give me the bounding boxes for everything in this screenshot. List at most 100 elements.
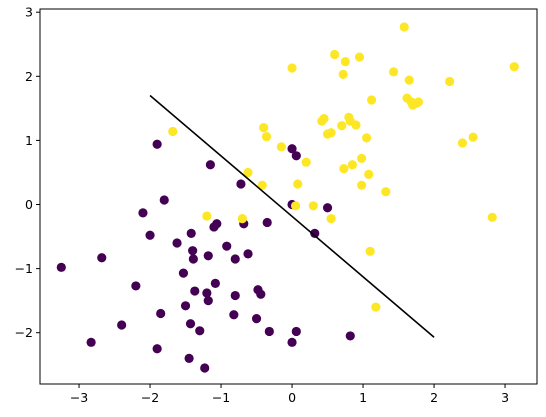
marks-layer: [56, 22, 519, 373]
point-class1-6: [261, 131, 272, 142]
point-class0-12: [178, 268, 189, 278]
y-tick-label: −2: [15, 325, 33, 340]
point-class0-23: [203, 251, 213, 261]
point-class1-3: [243, 167, 253, 178]
decision-boundary-line: [149, 94, 435, 338]
point-class0-14: [184, 353, 194, 363]
point-class0-30: [229, 310, 239, 320]
point-class1-45: [457, 138, 468, 148]
point-class1-44: [445, 76, 455, 87]
point-class1-35: [381, 187, 391, 197]
point-class0-11: [172, 238, 182, 248]
point-class1-16: [326, 214, 336, 224]
point-class0-6: [145, 230, 155, 240]
x-tick-label: −1: [212, 390, 230, 405]
point-class0-25: [205, 160, 215, 170]
point-class0-29: [222, 241, 232, 251]
point-class0-48: [345, 331, 355, 341]
y-tick-label: 3: [25, 5, 33, 20]
point-class0-38: [256, 289, 266, 299]
x-axis-ticks: −3 −2 −1 0 1 2 3: [70, 384, 509, 405]
point-class1-11: [301, 157, 311, 167]
point-class0-4: [131, 281, 141, 291]
point-class1-36: [388, 67, 399, 77]
point-class0-5: [138, 208, 148, 218]
point-class1-17: [326, 128, 336, 138]
point-class0-46: [310, 228, 320, 238]
point-class1-33: [366, 95, 377, 105]
x-tick-label: 0: [288, 390, 296, 405]
point-class0-3: [117, 320, 127, 330]
point-class0-9: [156, 308, 166, 319]
point-class0-24: [203, 296, 213, 306]
point-class1-22: [340, 56, 350, 67]
point-class0-31: [230, 290, 240, 301]
point-class0-28: [212, 219, 222, 229]
point-class0-21: [200, 363, 210, 373]
point-class0-17: [188, 246, 198, 256]
point-class1-14: [319, 114, 329, 124]
point-class1-20: [339, 164, 349, 174]
point-class1-47: [487, 212, 497, 222]
y-tick-label: 2: [25, 69, 33, 84]
x-tick-label: 2: [430, 390, 438, 405]
point-class0-15: [185, 319, 196, 329]
point-class0-35: [243, 249, 253, 259]
point-class1-10: [293, 179, 303, 189]
point-class1-12: [308, 201, 318, 211]
point-class0-45: [291, 326, 301, 337]
point-class1-4: [257, 180, 267, 190]
point-class0-10: [159, 195, 169, 205]
point-class0-22: [202, 288, 212, 298]
decision-boundary-layer: [149, 94, 435, 338]
point-class0-13: [180, 301, 191, 311]
point-class1-39: [404, 75, 414, 85]
point-class1-29: [357, 180, 367, 190]
point-class1-7: [276, 142, 286, 152]
point-class0-20: [195, 326, 205, 336]
point-class0-47: [322, 203, 333, 213]
point-class1-21: [338, 69, 348, 79]
point-class0-19: [190, 286, 200, 296]
x-tick-label: 1: [359, 390, 367, 405]
point-class1-30: [362, 133, 372, 143]
point-class0-39: [262, 217, 272, 228]
point-class1-0: [168, 126, 178, 137]
point-class0-32: [230, 254, 240, 264]
point-class0-16: [186, 228, 196, 238]
point-class1-43: [413, 97, 424, 107]
point-class1-2: [237, 214, 247, 224]
point-class1-27: [354, 52, 365, 62]
point-class0-2: [97, 253, 107, 263]
x-tick-label: 3: [501, 390, 509, 405]
point-class0-18: [188, 254, 198, 264]
point-class0-33: [236, 179, 246, 189]
point-class1-25: [347, 160, 357, 170]
y-tick-label: 0: [25, 197, 33, 212]
point-class1-9: [291, 201, 301, 211]
y-axis-ticks: −2 −1 0 1 2 3: [15, 5, 40, 340]
point-class0-40: [264, 326, 274, 337]
point-class1-8: [287, 63, 297, 73]
point-class1-48: [509, 62, 519, 72]
point-class1-34: [371, 302, 381, 312]
point-class0-44: [291, 151, 301, 161]
point-class0-0: [56, 262, 66, 272]
point-class1-19: [337, 121, 347, 131]
point-class1-18: [330, 49, 340, 60]
y-tick-label: −1: [15, 261, 33, 276]
point-class1-28: [357, 153, 367, 163]
axes-frame: [39, 8, 538, 385]
point-class0-27: [210, 278, 220, 288]
point-class0-1: [86, 337, 96, 347]
point-class1-46: [468, 132, 478, 142]
point-class0-43: [287, 337, 297, 347]
point-class0-41: [287, 144, 297, 154]
point-class1-5: [259, 122, 269, 133]
point-class1-37: [399, 22, 409, 32]
point-class0-36: [251, 314, 262, 324]
point-class1-26: [351, 120, 361, 130]
point-class0-7: [152, 139, 162, 149]
x-tick-label: −3: [70, 390, 88, 405]
